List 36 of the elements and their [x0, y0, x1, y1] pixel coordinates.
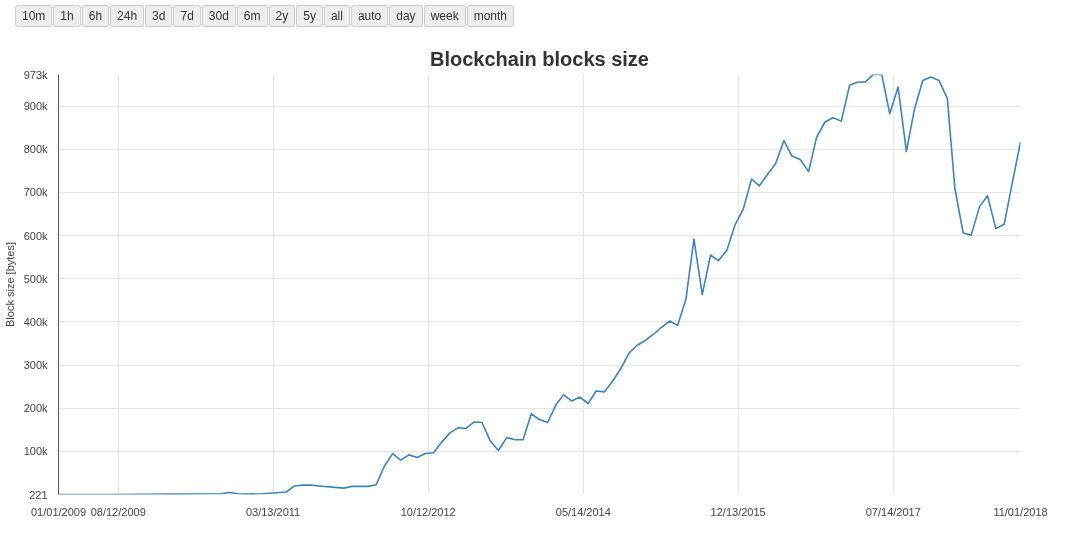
y-tick-label: 800k	[23, 143, 48, 156]
text: 1h	[53, 5, 81, 27]
text: month	[466, 5, 514, 27]
x-tick-label: 12/13/2015	[710, 505, 766, 518]
x-tick-label: 10/12/2012	[400, 505, 456, 518]
x-tick-label: 01/01/2009	[30, 505, 87, 518]
y-tick-label: 500k	[23, 272, 48, 285]
x-tick-label: 08/12/2009	[90, 505, 146, 518]
y-tick-label: 221	[29, 488, 48, 501]
chart-title: Blockchain blocks size	[430, 47, 649, 70]
y-tick-label: 200k	[23, 402, 48, 415]
text: 10m	[15, 5, 53, 27]
x-tick-label: 03/13/2011	[245, 505, 301, 518]
y-tick-label: 700k	[23, 186, 48, 199]
text: 3d	[145, 5, 173, 27]
x-tick-label: 07/14/2017	[865, 505, 921, 518]
y-axis-title: Block size [bytes]	[3, 242, 16, 327]
x-tick-label: 11/01/2018	[993, 505, 1048, 518]
text: 2y	[268, 5, 296, 27]
text: 7d	[173, 5, 201, 27]
text: all	[323, 5, 350, 27]
text: day	[389, 5, 423, 27]
x-tick-label: 05/14/2014	[555, 505, 611, 518]
text: auto	[350, 5, 389, 27]
y-tick-label: 300k	[23, 359, 48, 372]
text: 24h	[110, 5, 145, 27]
y-tick-label: 600k	[23, 229, 48, 242]
text: 6h	[81, 5, 110, 27]
y-tick-label: 900k	[23, 100, 48, 113]
text: 30d	[201, 5, 236, 27]
y-tick-label: 973k	[23, 68, 48, 81]
y-tick-label: 100k	[23, 445, 48, 458]
text: 5y	[296, 5, 323, 27]
y-tick-label: 400k	[23, 315, 48, 328]
text: week	[423, 5, 466, 27]
text: 6m	[236, 5, 268, 27]
